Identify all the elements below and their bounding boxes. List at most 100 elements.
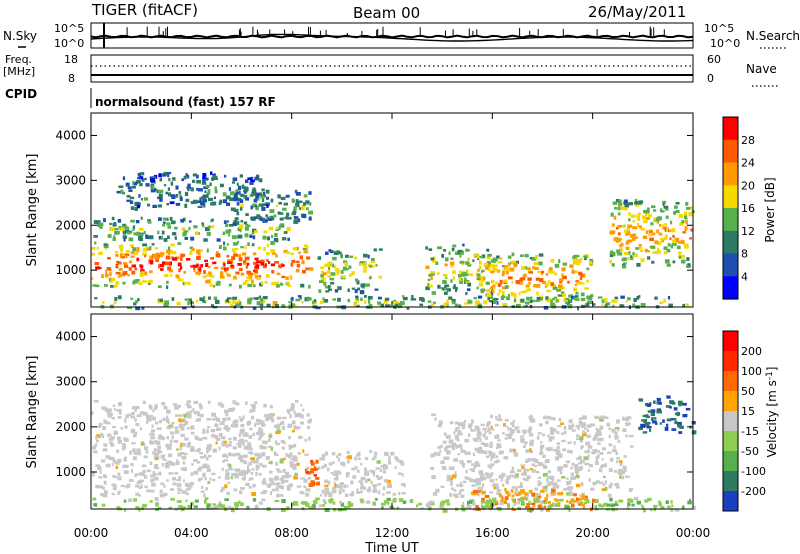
echo-cell (138, 281, 143, 286)
echo-cell (166, 172, 172, 175)
echo-cell (532, 299, 536, 303)
echo-cell (495, 455, 499, 459)
echo-cell (504, 418, 509, 422)
echo-cell (689, 498, 692, 502)
echo-cell (234, 504, 239, 507)
nsky-spikes (103, 23, 665, 48)
echo-cell (225, 469, 229, 472)
echo-cell (279, 282, 283, 286)
echo-cell (266, 252, 270, 256)
echo-cell (244, 233, 249, 238)
echo-cell (359, 290, 365, 295)
echo-cell (644, 402, 649, 407)
echo-cell (581, 433, 587, 437)
echo-cell (615, 199, 620, 203)
echo-cell (220, 404, 225, 408)
echo-cell (576, 457, 580, 461)
echo-cell (302, 247, 307, 251)
echo-cell (257, 246, 262, 250)
echo-cell (576, 467, 582, 471)
echo-cell (487, 505, 492, 508)
echo-cell (134, 418, 137, 422)
echo-cell (123, 437, 128, 440)
echo-cell (361, 263, 365, 266)
echo-cell (529, 296, 533, 300)
echo-cell (331, 489, 337, 494)
echo-cell (130, 428, 136, 433)
echo-cell (251, 415, 254, 420)
echo-cell (474, 463, 478, 468)
echo-cell (200, 264, 203, 268)
echo-cell (142, 503, 147, 508)
echo-cell (166, 445, 172, 450)
echo-cell (580, 503, 585, 506)
echo-cell (437, 452, 441, 456)
echo-cell (451, 474, 457, 479)
echo-cell (158, 217, 162, 221)
echo-cell (597, 450, 601, 453)
echo-cell (519, 482, 523, 487)
echo-cell (533, 284, 538, 288)
echo-cell (128, 189, 133, 192)
echo-cell (387, 484, 393, 489)
echo-cell (241, 443, 245, 446)
echo-cell (479, 256, 484, 259)
echo-cell (290, 403, 294, 406)
echo-cell (272, 482, 276, 486)
echo-cell (479, 487, 483, 492)
echo-cell (672, 234, 675, 238)
echo-cell (125, 250, 130, 253)
echo-cell (507, 276, 513, 280)
echo-cell (653, 218, 657, 221)
echo-cell (667, 243, 671, 247)
colorbar-tick-label: -50 (741, 445, 759, 458)
echo-cell (671, 239, 676, 244)
echo-cell (104, 273, 109, 278)
echo-cell (477, 254, 480, 259)
echo-cell (225, 223, 229, 227)
power-x-ticks (90, 113, 694, 307)
echo-cell (144, 177, 147, 180)
echo-cell (623, 468, 627, 472)
echo-cell (199, 405, 203, 410)
echo-cell (275, 487, 279, 492)
echo-cell (490, 291, 494, 296)
echo-cell (154, 452, 160, 455)
echo-cell (221, 467, 224, 472)
echo-cell (129, 200, 134, 204)
echo-cell (586, 429, 590, 432)
echo-cell (182, 418, 186, 423)
echo-cell (347, 459, 350, 464)
echo-cell (148, 414, 153, 418)
echo-cell (492, 257, 498, 262)
echo-cell (511, 438, 516, 442)
echo-cell (614, 482, 619, 487)
echo-cell (630, 255, 633, 258)
echo-cell (265, 456, 270, 461)
echo-cell (554, 272, 558, 276)
echo-cell (570, 296, 575, 300)
echo-cell (148, 282, 151, 285)
echo-cell (184, 482, 190, 487)
echo-cell (129, 450, 132, 455)
echo-cell (141, 271, 145, 276)
echo-cell (348, 265, 352, 269)
nsearch-tick-bottom: 10^0 (710, 37, 740, 50)
echo-cell (601, 488, 606, 492)
echo-cell (540, 445, 543, 450)
echo-cell (444, 432, 447, 436)
echo-cell (187, 174, 190, 179)
echo-cell (115, 231, 120, 235)
echo-cell (256, 277, 261, 281)
echo-cell (152, 409, 155, 413)
echo-cell (467, 300, 473, 304)
echo-cell (668, 303, 673, 308)
echo-cell (203, 296, 206, 300)
echo-cell (502, 303, 508, 306)
echo-cell (591, 451, 596, 455)
echo-cell (541, 444, 545, 449)
echo-cell (223, 241, 226, 246)
echo-cell (258, 437, 262, 441)
echo-cell (542, 486, 545, 490)
echo-cell (157, 230, 160, 235)
